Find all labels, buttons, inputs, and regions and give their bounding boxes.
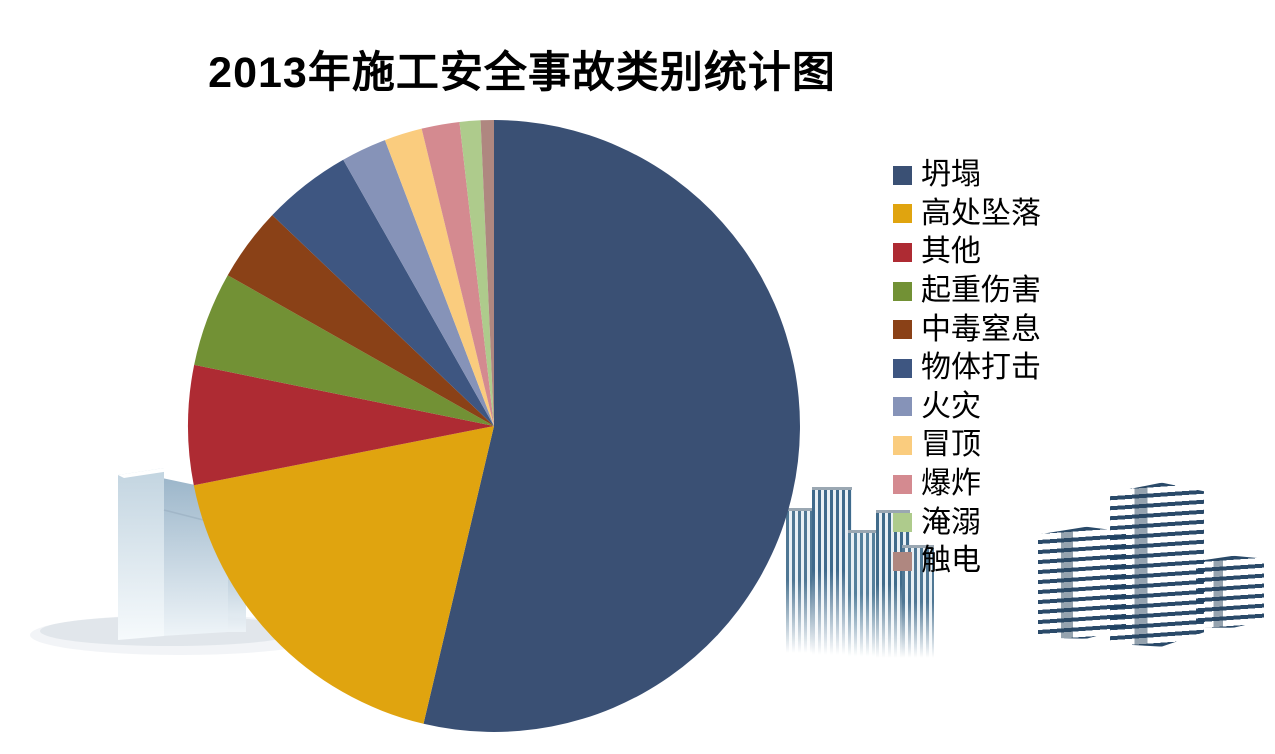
- legend-label: 淹溺: [921, 505, 981, 539]
- legend-item: 爆炸: [893, 465, 1041, 504]
- pie-slice-中毒窒息: [227, 215, 494, 426]
- pie-slice-高处坠落: [193, 426, 495, 724]
- pie-slice-坍塌: [423, 120, 800, 733]
- legend-item: 淹溺: [893, 503, 1041, 542]
- legend-label: 中毒窒息: [921, 312, 1041, 346]
- legend-swatch: [893, 435, 912, 455]
- legend-item: 起重伤害: [893, 272, 1041, 311]
- pie-slice-其他: [187, 364, 495, 486]
- pie-slice-爆炸: [421, 121, 494, 426]
- pie-slice-淹溺: [459, 120, 494, 427]
- legend-label: 坍塌: [921, 158, 981, 192]
- legend-label: 冒顶: [921, 428, 981, 462]
- pie-slice-起重伤害: [194, 275, 494, 426]
- legend-item: 坍塌: [893, 156, 1041, 195]
- chart-title: 2013年施工安全事故类别统计图: [208, 49, 836, 97]
- legend-swatch: [893, 242, 912, 262]
- legend: 坍塌高处坠落其他起重伤害中毒窒息物体打击火灾冒顶爆炸淹溺触电: [893, 156, 1041, 581]
- legend-item: 高处坠落: [893, 195, 1041, 234]
- legend-label: 起重伤害: [921, 274, 1041, 308]
- glass-tower-face: [118, 468, 164, 640]
- legend-label: 火灾: [921, 389, 981, 423]
- legend-swatch: [893, 551, 912, 571]
- glass-tower-roof: [118, 468, 170, 478]
- legend-label: 触电: [921, 544, 981, 578]
- pie-slice-物体打击: [272, 159, 494, 426]
- legend-swatch: [893, 320, 912, 340]
- building-watermark-center: [848, 530, 880, 659]
- legend-label: 高处坠落: [921, 196, 1041, 230]
- legend-label: 物体打击: [921, 351, 1041, 385]
- legend-item: 冒顶: [893, 426, 1041, 465]
- legend-item: 火灾: [893, 388, 1041, 427]
- legend-swatch: [893, 513, 912, 533]
- legend-swatch: [893, 165, 912, 185]
- legend-swatch: [893, 474, 912, 494]
- legend-swatch: [893, 358, 912, 378]
- legend-label: 其他: [921, 235, 981, 269]
- pie-slice-冒顶: [384, 128, 494, 426]
- legend-swatch: [893, 397, 912, 417]
- building-watermark-center: [786, 508, 816, 656]
- building-watermark-center: [812, 487, 852, 658]
- pie-slice-触电: [480, 120, 494, 426]
- legend-item: 触电: [893, 542, 1041, 581]
- pie-slice-火灾: [343, 140, 494, 426]
- legend-swatch: [893, 281, 912, 301]
- legend-item: 其他: [893, 233, 1041, 272]
- legend-label: 爆炸: [921, 467, 981, 501]
- legend-item: 物体打击: [893, 349, 1041, 388]
- legend-swatch: [893, 204, 912, 224]
- legend-item: 中毒窒息: [893, 310, 1041, 349]
